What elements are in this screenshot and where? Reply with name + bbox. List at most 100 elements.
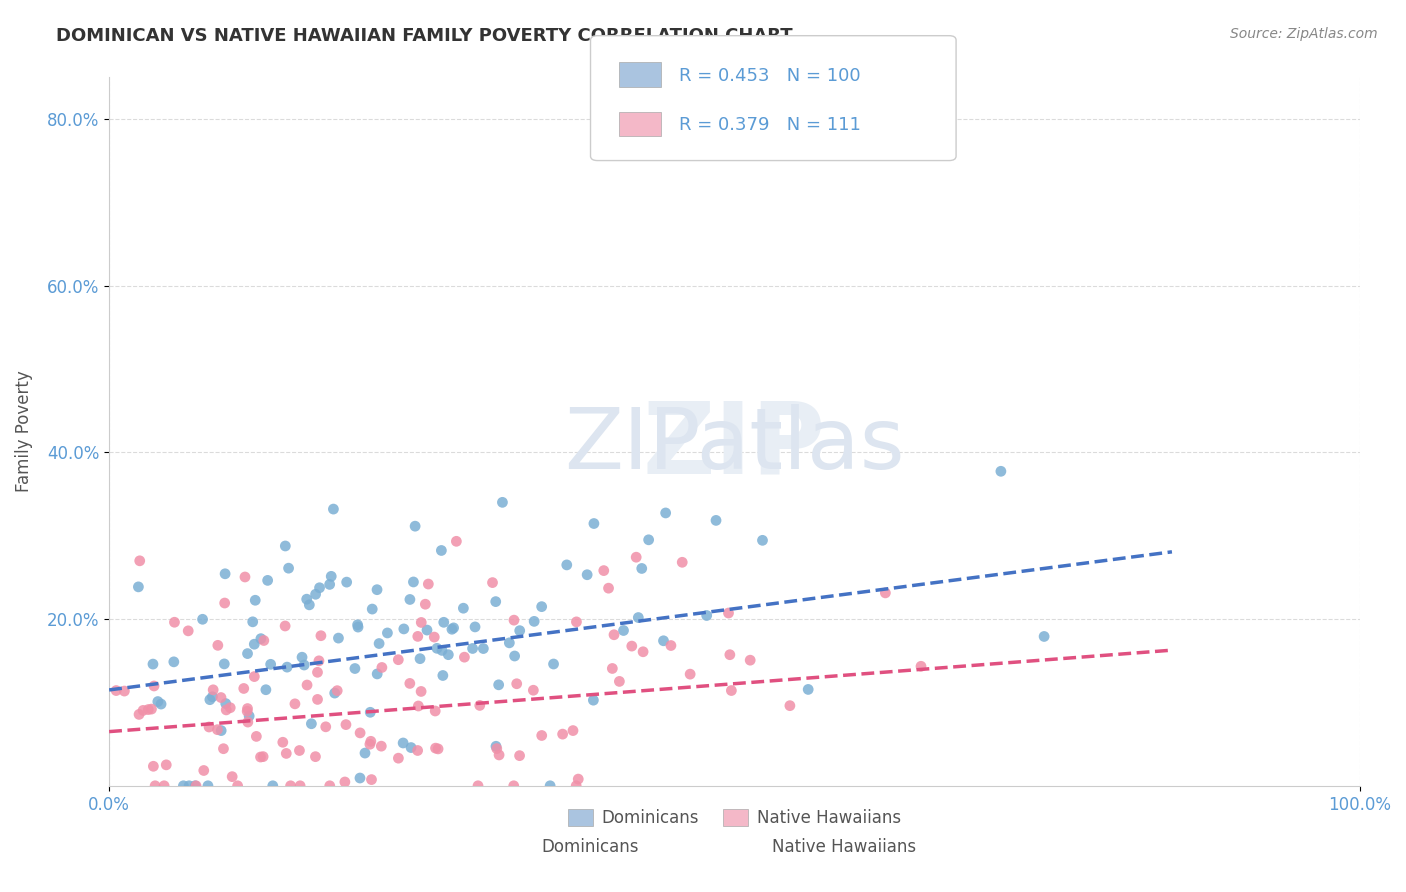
Point xyxy=(671,555,693,569)
Point xyxy=(315,720,337,734)
Point xyxy=(245,730,267,744)
Point xyxy=(212,741,235,756)
Point xyxy=(399,740,422,755)
Point xyxy=(461,641,484,656)
Legend: Dominicans, Native Hawaiians: Dominicans, Native Hawaiians xyxy=(561,803,908,834)
Point xyxy=(163,615,186,630)
Point xyxy=(321,569,343,583)
Point xyxy=(530,599,553,614)
Point xyxy=(503,613,526,627)
Point xyxy=(236,704,259,718)
Point xyxy=(411,615,433,630)
Point xyxy=(236,715,259,730)
Point xyxy=(464,620,486,634)
Point xyxy=(142,657,165,671)
Point xyxy=(360,772,382,787)
Point xyxy=(209,723,232,738)
Point xyxy=(307,665,329,680)
Point xyxy=(377,626,399,640)
Point xyxy=(990,464,1012,478)
Point xyxy=(323,686,346,700)
Point xyxy=(368,636,391,650)
Point xyxy=(295,678,318,692)
Point xyxy=(366,582,388,597)
Point xyxy=(592,564,614,578)
Point xyxy=(184,779,207,793)
Point xyxy=(430,643,453,657)
Point xyxy=(468,698,491,713)
Point xyxy=(333,775,356,789)
Point xyxy=(343,661,366,675)
Point xyxy=(582,516,605,531)
Point xyxy=(292,658,315,673)
Point xyxy=(440,622,463,636)
Point xyxy=(307,692,329,706)
Point xyxy=(271,735,294,749)
Point xyxy=(498,636,520,650)
Text: Native Hawaiians: Native Hawaiians xyxy=(772,838,915,856)
Point xyxy=(425,704,447,718)
Point xyxy=(612,624,634,638)
Point xyxy=(127,580,149,594)
Point xyxy=(128,707,150,722)
Point xyxy=(143,679,166,693)
Point xyxy=(214,657,236,671)
Point xyxy=(347,620,370,634)
Point xyxy=(637,533,659,547)
Point xyxy=(177,624,200,638)
Point xyxy=(349,726,371,740)
Point xyxy=(418,577,440,591)
Point xyxy=(249,750,271,764)
Point xyxy=(555,558,578,572)
Point xyxy=(446,534,468,549)
Point xyxy=(361,602,384,616)
Point xyxy=(740,653,762,667)
Point xyxy=(349,771,371,785)
Point xyxy=(215,703,238,717)
Point xyxy=(359,737,381,751)
Point xyxy=(276,747,298,761)
Point xyxy=(411,684,433,698)
Point xyxy=(488,678,510,692)
Point xyxy=(426,641,449,656)
Point xyxy=(132,703,155,717)
Text: R = 0.379   N = 111: R = 0.379 N = 111 xyxy=(679,116,860,134)
Point xyxy=(530,729,553,743)
Point xyxy=(304,587,326,601)
Point xyxy=(485,739,508,754)
Point xyxy=(503,648,526,663)
Point xyxy=(184,779,207,793)
Point xyxy=(427,742,450,756)
Y-axis label: Family Poverty: Family Poverty xyxy=(15,371,32,492)
Point xyxy=(609,674,631,689)
Point xyxy=(209,690,232,705)
Point xyxy=(142,759,165,773)
Point xyxy=(153,779,176,793)
Point xyxy=(679,667,702,681)
Point xyxy=(565,615,588,629)
Point xyxy=(481,575,503,590)
Point xyxy=(112,684,135,698)
Point xyxy=(245,593,267,607)
Point xyxy=(366,667,388,681)
Point xyxy=(659,639,682,653)
Point xyxy=(155,757,177,772)
Point xyxy=(432,668,454,682)
Point xyxy=(328,631,350,645)
Point xyxy=(562,723,585,738)
Point xyxy=(354,746,377,760)
Text: DOMINICAN VS NATIVE HAWAIIAN FAMILY POVERTY CORRELATION CHART: DOMINICAN VS NATIVE HAWAIIAN FAMILY POVE… xyxy=(56,27,793,45)
Point xyxy=(346,617,368,632)
Point xyxy=(232,681,254,696)
Point xyxy=(485,594,508,608)
Point xyxy=(875,586,897,600)
Point xyxy=(304,749,326,764)
Point xyxy=(360,734,382,748)
Point xyxy=(322,502,344,516)
Point xyxy=(485,741,508,756)
Point xyxy=(751,533,773,548)
Point xyxy=(214,596,236,610)
Point xyxy=(150,697,173,711)
Point xyxy=(717,606,740,620)
Point xyxy=(1033,630,1056,644)
